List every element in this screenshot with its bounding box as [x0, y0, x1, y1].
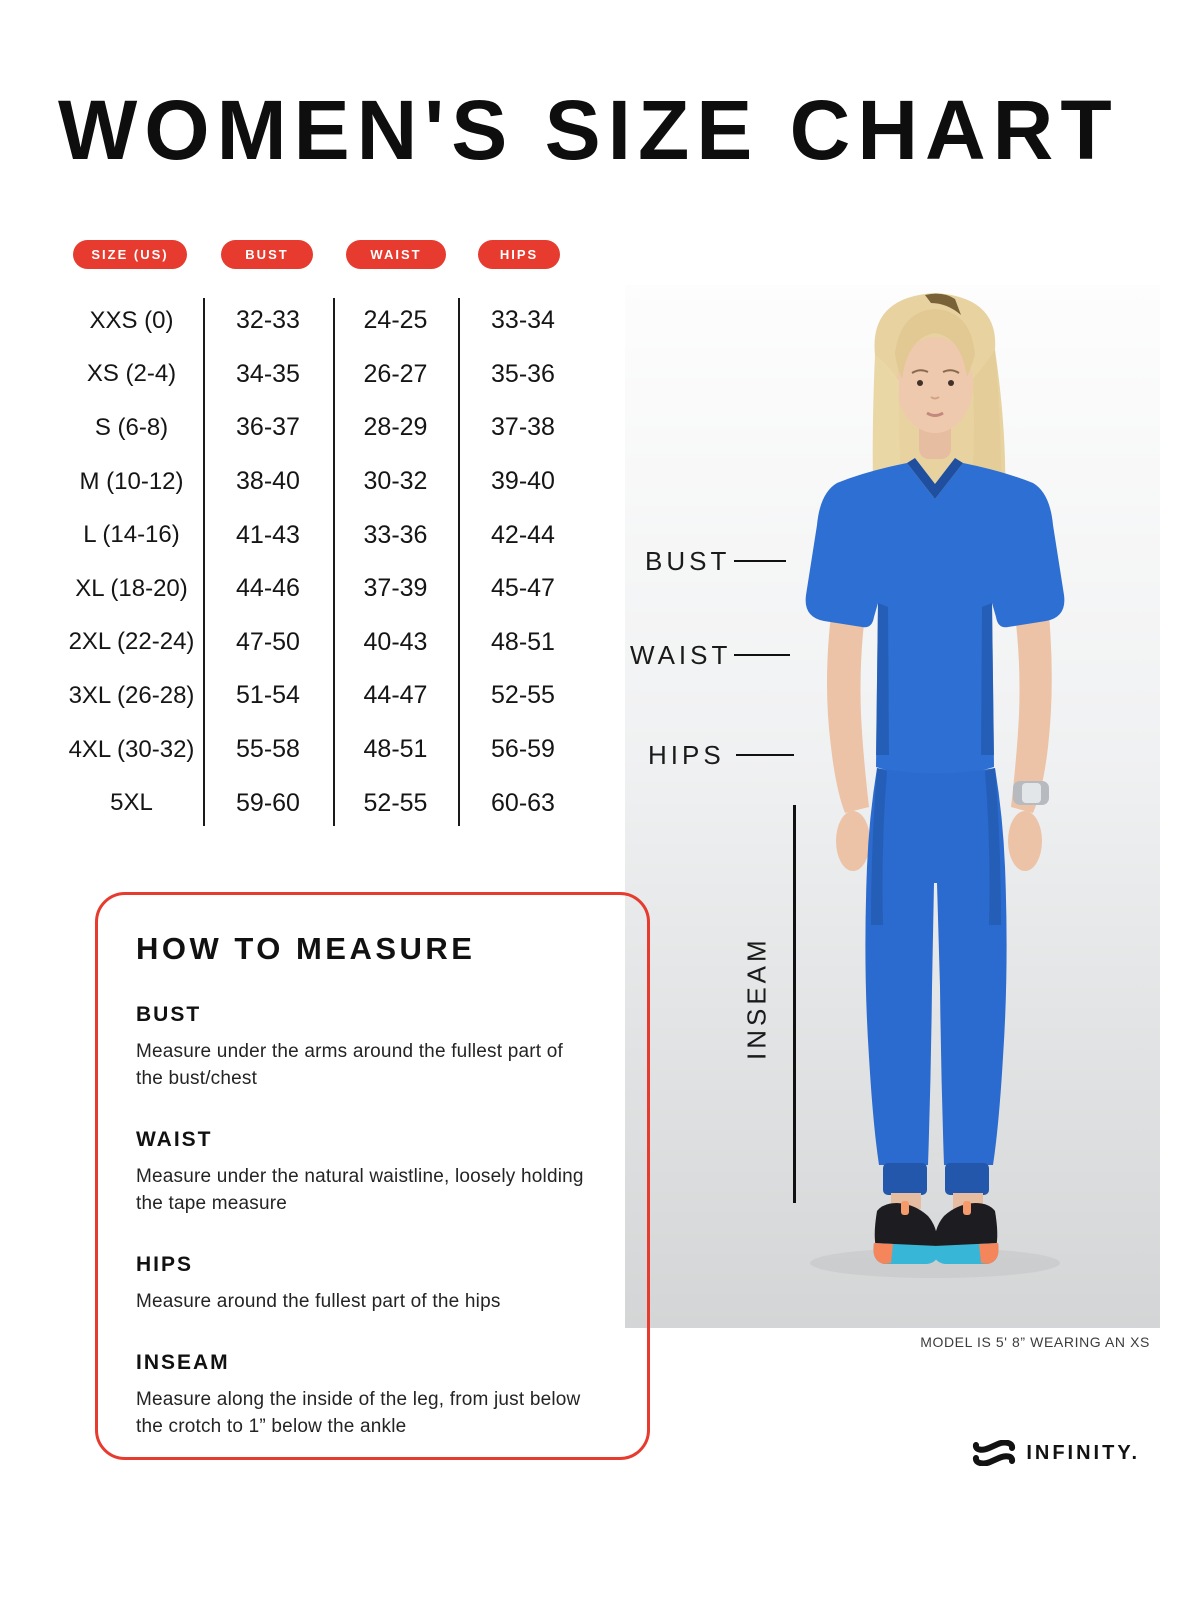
how-to-measure-title: HOW TO MEASURE	[136, 931, 476, 966]
column-pill-hips: HIPS	[478, 240, 560, 269]
table-row: XXS (0) 32-33 24-25 33-34	[60, 294, 588, 348]
table-row: 3XL (26-28) 51-54 44-47 52-55	[60, 669, 588, 723]
waist-callout-label: WAIST	[630, 640, 732, 670]
size-value: XS (2-4)	[86, 360, 177, 388]
size-table: XXS (0) 32-33 24-25 33-34 XS (2-4) 34-35…	[60, 294, 588, 830]
table-row: 5XL 59-60 52-55 60-63	[60, 776, 588, 830]
inseam-pointer-line	[793, 805, 796, 1203]
table-divider	[333, 298, 335, 826]
hips-pointer-line	[736, 754, 794, 756]
waist-value: 26-27	[363, 359, 428, 388]
howto-text-bust: Measure under the arms around the fulles…	[136, 1041, 563, 1089]
howto-heading-inseam: INSEAM	[136, 1351, 230, 1374]
page-title: WOMEN'S SIZE CHART	[58, 83, 1119, 177]
waist-pointer-line	[734, 654, 790, 656]
waist-value: 37-39	[363, 574, 428, 603]
bust-value: 34-35	[236, 359, 300, 388]
column-pill-bust: BUST	[221, 240, 313, 269]
bust-value: 44-46	[236, 574, 300, 603]
column-pill-waist: WAIST	[346, 240, 446, 269]
bust-value: 51-54	[236, 681, 300, 710]
infinity-logo-icon	[973, 1440, 1016, 1466]
model-illustration	[805, 293, 1065, 1278]
brand-wordmark: INFINITY.	[1026, 1441, 1140, 1464]
howto-text-hips: Measure around the fullest part of the h…	[136, 1291, 501, 1312]
model-photo	[625, 285, 1160, 1328]
table-row: 2XL (22-24) 47-50 40-43 48-51	[60, 616, 588, 670]
how-to-measure-box: HOW TO MEASURE BUST Measure under the ar…	[95, 892, 650, 1460]
waist-value: 48-51	[363, 735, 428, 764]
waist-value: 44-47	[363, 681, 428, 710]
waist-value: 30-32	[363, 467, 428, 496]
howto-section-hips: HIPS Measure around the fullest part of …	[136, 1253, 587, 1315]
howto-heading-hips: HIPS	[136, 1253, 194, 1276]
size-value: L (14-16)	[83, 521, 180, 549]
waist-value: 33-36	[363, 520, 428, 549]
hips-value: 60-63	[491, 788, 555, 817]
howto-section-waist: WAIST Measure under the natural waistlin…	[136, 1128, 587, 1217]
brand-logo: INFINITY.	[972, 1440, 1140, 1466]
bust-callout-label: BUST	[645, 546, 731, 576]
size-value: 3XL (26-28)	[68, 681, 195, 709]
hips-value: 56-59	[491, 735, 555, 764]
size-value: XXS (0)	[89, 306, 174, 334]
howto-heading-bust: BUST	[136, 1003, 202, 1026]
bust-value: 41-43	[236, 520, 300, 549]
howto-heading-waist: WAIST	[136, 1128, 213, 1151]
size-value: M (10-12)	[79, 467, 184, 495]
column-pill-size: SIZE (US)	[73, 240, 187, 269]
table-row: XL (18-20) 44-46 37-39 45-47	[60, 562, 588, 616]
hips-value: 42-44	[491, 520, 555, 549]
inseam-callout-label: INSEAM	[741, 936, 772, 1060]
hips-value: 37-38	[491, 413, 555, 442]
hips-callout-label: HIPS	[648, 740, 725, 770]
size-value: 4XL (30-32)	[68, 735, 195, 763]
howto-text-inseam: Measure along the inside of the leg, fro…	[136, 1389, 581, 1437]
hips-value: 35-36	[491, 359, 555, 388]
size-value: 5XL	[110, 789, 153, 817]
table-divider	[203, 298, 205, 826]
hips-value: 39-40	[491, 467, 555, 496]
table-divider	[458, 298, 460, 826]
size-value: S (6-8)	[94, 413, 169, 441]
howto-section-inseam: INSEAM Measure along the inside of the l…	[136, 1351, 587, 1440]
table-row: S (6-8) 36-37 28-29 37-38	[60, 401, 588, 455]
table-row: XS (2-4) 34-35 26-27 35-36	[60, 348, 588, 402]
table-row: L (14-16) 41-43 33-36 42-44	[60, 508, 588, 562]
model-caption: MODEL IS 5' 8” WEARING AN XS	[920, 1334, 1150, 1350]
hips-value: 33-34	[491, 306, 555, 335]
waist-value: 52-55	[363, 788, 428, 817]
waist-value: 24-25	[363, 306, 428, 335]
waist-value: 28-29	[363, 413, 428, 442]
waist-value: 40-43	[363, 627, 428, 656]
bust-value: 55-58	[236, 735, 300, 764]
bust-value: 36-37	[236, 413, 300, 442]
hips-value: 45-47	[491, 574, 555, 603]
table-row: M (10-12) 38-40 30-32 39-40	[60, 455, 588, 509]
size-value: 2XL (22-24)	[68, 628, 195, 656]
bust-value: 59-60	[236, 788, 300, 817]
howto-section-bust: BUST Measure under the arms around the f…	[136, 1003, 587, 1092]
size-value: XL (18-20)	[75, 574, 188, 602]
bust-value: 47-50	[236, 627, 300, 656]
bust-value: 32-33	[236, 306, 300, 335]
bust-pointer-line	[734, 560, 786, 562]
hips-value: 48-51	[491, 627, 555, 656]
bust-value: 38-40	[236, 467, 300, 496]
table-row: 4XL (30-32) 55-58 48-51 56-59	[60, 723, 588, 777]
howto-text-waist: Measure under the natural waistline, loo…	[136, 1166, 584, 1214]
hips-value: 52-55	[491, 681, 555, 710]
